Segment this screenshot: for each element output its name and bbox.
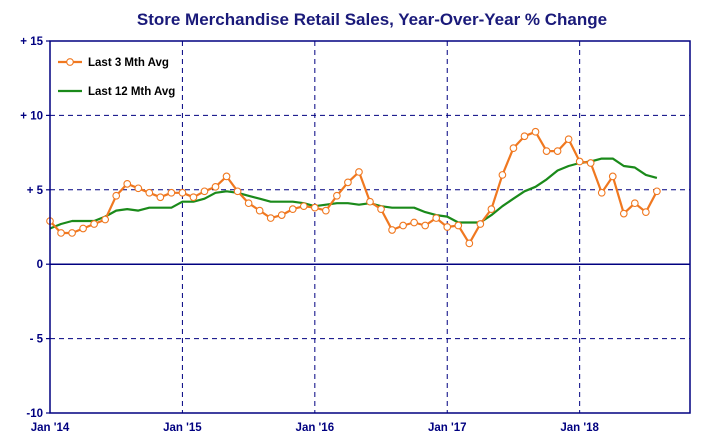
series-last-3-mth-avg-point bbox=[575, 157, 584, 166]
y-tick-label: + 5 bbox=[27, 185, 44, 197]
x-tick-label: Jan '14 bbox=[31, 422, 70, 434]
series-last-3-mth-avg-point bbox=[344, 178, 352, 187]
series-last-3-mth-avg-point bbox=[465, 239, 474, 248]
series-last-3-mth-avg-point bbox=[388, 226, 396, 234]
series-last-3-mth-avg-point bbox=[553, 147, 562, 155]
series-last-3-mth-avg-point bbox=[542, 147, 551, 155]
y-axis: + 15 + 10 + 5 0 - 5 -10 bbox=[20, 36, 50, 420]
series-last-3-mth-avg-point bbox=[277, 211, 286, 219]
series-last-3-mth-avg-point bbox=[123, 179, 132, 188]
series-last-3-mth-avg-point bbox=[509, 144, 518, 152]
series-last-3-mth-avg-point bbox=[619, 209, 628, 218]
series-last-3-mth-avg-point bbox=[134, 184, 143, 193]
series-last-3-mth-avg-point bbox=[564, 135, 573, 144]
series-last-3-mth-avg-point bbox=[112, 191, 121, 200]
series-last-3-mth-avg-point bbox=[68, 229, 76, 237]
x-tick-label: Jan '18 bbox=[560, 422, 599, 434]
series-last-3-mth-avg-point bbox=[79, 224, 87, 233]
legend-marker-last-3-mth-avg bbox=[66, 58, 74, 66]
series-last-3-mth-avg-point bbox=[443, 223, 452, 231]
series-last-12-mth-avg-line bbox=[49, 157, 658, 230]
series-last-3-mth-avg-point bbox=[288, 205, 297, 213]
series-last-3-mth-avg-point bbox=[333, 191, 341, 200]
series-last-3-mth-avg-point bbox=[410, 218, 418, 227]
grid-lines bbox=[50, 41, 690, 413]
series-last-3-mth-avg-point bbox=[167, 188, 176, 197]
series-last-3-mth-avg-point bbox=[178, 188, 187, 197]
series-last-3-mth-avg-point bbox=[266, 214, 275, 222]
series-last-3-mth-avg-point bbox=[322, 206, 330, 215]
series-last-3-mth-avg-point bbox=[377, 205, 385, 213]
series-last-3-mth-avg-point bbox=[630, 199, 639, 208]
series-last-3-mth-avg-point bbox=[156, 193, 165, 202]
plot-markers bbox=[46, 127, 661, 248]
series-last-3-mth-avg-point bbox=[211, 182, 220, 191]
series-last-3-mth-avg-point bbox=[399, 221, 407, 230]
legend-label-last-3-mth-avg: Last 3 Mth Avg bbox=[88, 57, 169, 69]
series-last-3-mth-avg-point bbox=[476, 220, 485, 228]
series-last-3-mth-avg-point bbox=[145, 188, 154, 197]
series-last-3-mth-avg-point bbox=[244, 199, 253, 208]
legend: Last 3 Mth Avg Last 12 Mth Avg bbox=[58, 57, 175, 98]
x-axis: Jan '14 Jan '15 Jan '16 Jan '17 Jan '18 bbox=[31, 422, 600, 434]
series-last-3-mth-avg-point bbox=[531, 127, 540, 136]
series-last-3-mth-avg-point bbox=[498, 171, 507, 179]
series-last-3-mth-avg-point bbox=[189, 193, 198, 202]
series-last-3-mth-avg-point bbox=[233, 187, 242, 196]
x-tick-label: Jan '17 bbox=[428, 422, 467, 434]
series-last-3-mth-avg-point bbox=[586, 159, 595, 167]
y-tick-label: 0 bbox=[37, 259, 43, 271]
series-last-3-mth-avg-point bbox=[310, 203, 319, 212]
series-last-3-mth-avg-point bbox=[57, 229, 65, 237]
series-last-3-mth-avg-point bbox=[653, 187, 661, 196]
x-tick-label: Jan '15 bbox=[163, 422, 202, 434]
series-last-3-mth-avg-point bbox=[421, 221, 430, 230]
series-last-3-mth-avg-point bbox=[255, 206, 264, 215]
series-last-3-mth-avg-point bbox=[355, 168, 363, 176]
x-tick-label: Jan '16 bbox=[296, 422, 335, 434]
series-last-3-mth-avg-point bbox=[90, 220, 98, 228]
chart-title: Store Merchandise Retail Sales, Year-Ove… bbox=[137, 10, 607, 29]
series-last-3-mth-avg-point bbox=[597, 188, 606, 197]
series-last-3-mth-avg-point bbox=[520, 132, 529, 141]
series-last-3-mth-avg-point bbox=[487, 205, 496, 213]
series-last-3-mth-avg-point bbox=[299, 202, 308, 211]
y-tick-label: + 10 bbox=[20, 110, 43, 122]
series-last-3-mth-avg-point bbox=[366, 197, 374, 206]
plot-frame bbox=[49, 40, 691, 414]
series-last-3-mth-avg-point bbox=[454, 221, 463, 230]
series-last-3-mth-avg-point bbox=[642, 208, 650, 216]
series-last-3-mth-avg-point bbox=[222, 172, 231, 181]
y-tick-label: - 5 bbox=[30, 334, 44, 346]
legend-label-last-12-mth-avg: Last 12 Mth Avg bbox=[88, 86, 175, 98]
series-last-3-mth-avg-point bbox=[101, 215, 110, 224]
y-tick-label: + 15 bbox=[20, 36, 43, 48]
series-last-3-mth-avg-point bbox=[200, 187, 209, 196]
series-last-3-mth-avg-point bbox=[608, 172, 617, 181]
series-last-3-mth-avg-point bbox=[432, 214, 441, 222]
y-tick-label: -10 bbox=[26, 408, 43, 420]
